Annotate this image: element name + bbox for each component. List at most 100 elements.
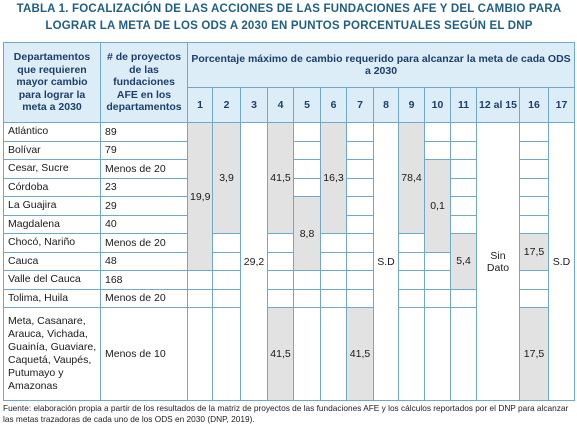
- empty-cell: [519, 270, 549, 290]
- value-cell: 17,5: [519, 233, 549, 271]
- value-cell: 41,5: [346, 307, 374, 401]
- empty-cell: [519, 214, 549, 234]
- department: Cauca: [3, 251, 101, 271]
- projects: 29: [100, 196, 188, 216]
- value-cell: 0,1: [424, 159, 451, 253]
- projects: Menos de 20: [100, 233, 188, 253]
- empty-cell: [398, 270, 425, 290]
- empty-cell: [346, 177, 374, 197]
- empty-cell: [212, 270, 241, 290]
- empty-cell: [398, 307, 425, 401]
- table-row: Cauca 48: [3, 251, 575, 271]
- projects: 23: [100, 177, 188, 197]
- empty-cell: [519, 122, 549, 142]
- column-header: 9: [398, 87, 425, 123]
- column-header: 3: [240, 87, 268, 123]
- empty-cell: [293, 122, 321, 142]
- department: Valle del Cauca: [3, 270, 101, 290]
- empty-cell: [398, 233, 425, 253]
- empty-cell: [519, 159, 549, 179]
- empty-cell: [346, 270, 374, 290]
- projects: Menos de 20: [100, 159, 188, 179]
- table-row: Córdoba 23: [3, 177, 575, 197]
- empty-cell: [293, 270, 321, 290]
- projects: 168: [100, 270, 188, 290]
- table-row: La Guajira 29 8,8: [3, 196, 575, 271]
- empty-cell: [212, 233, 241, 253]
- department: La Guajira: [3, 196, 101, 216]
- empty-cell: [212, 307, 241, 401]
- table-row: Atlántico 89 19,9 3,9 29,2 41,5 16,3 S.D 78,4 Sin…: [3, 122, 576, 401]
- department: Córdoba: [3, 177, 101, 197]
- empty-cell: [450, 140, 477, 160]
- empty-cell: [267, 251, 294, 271]
- value-cell: Sin Dato: [476, 122, 520, 401]
- column-header: 1: [187, 87, 213, 123]
- empty-cell: [267, 270, 294, 290]
- department: Magdalena: [3, 214, 101, 234]
- empty-cell: [424, 270, 451, 290]
- column-header: 5: [293, 87, 321, 123]
- empty-cell: [293, 307, 321, 401]
- value-cell: 3,9: [212, 122, 241, 234]
- empty-cell: [450, 214, 477, 234]
- empty-cell: [320, 251, 347, 271]
- column-header: 8: [373, 87, 399, 123]
- value-cell: S.D: [547, 122, 576, 401]
- table-row: Bolívar 79: [3, 140, 575, 160]
- value-cell: 41,5: [267, 122, 294, 234]
- empty-cell: [450, 159, 477, 179]
- column-header: 2: [212, 87, 241, 123]
- empty-cell: [424, 140, 451, 160]
- empty-cell: [346, 122, 374, 142]
- empty-cell: [293, 177, 321, 197]
- table-row: Tolima, Huila Menos de 20: [3, 288, 575, 308]
- empty-cell: [519, 288, 549, 308]
- empty-cell: [293, 288, 321, 308]
- value-cell: S.D: [373, 122, 399, 401]
- header-group: Porcentaje máximo de cambio requerido pa…: [186, 42, 576, 88]
- department: Bolívar: [3, 140, 101, 160]
- department: Atlántico: [3, 122, 101, 142]
- table-title: TABLA 1. FOCALIZACIÓN DE LAS ACCIONES DE…: [16, 3, 562, 32]
- empty-cell: [519, 196, 549, 216]
- data-table: Departamentos que requieren mayor cambio…: [3, 42, 576, 401]
- empty-cell: [320, 270, 347, 290]
- empty-cell: [450, 307, 477, 401]
- empty-cell: [398, 251, 425, 271]
- empty-cell: [346, 288, 374, 308]
- empty-cell: [293, 159, 321, 179]
- header-department: Departamentos que requieren mayor cambio…: [3, 42, 101, 123]
- empty-cell: [450, 122, 477, 142]
- column-header: 12 al 15: [476, 87, 520, 123]
- empty-cell: [424, 288, 451, 308]
- value-cell: 17,5: [519, 307, 549, 401]
- column-header: 4: [267, 87, 294, 123]
- column-header: 16: [519, 87, 549, 123]
- empty-cell: [424, 122, 451, 142]
- empty-cell: [346, 140, 374, 160]
- projects: 89: [100, 122, 188, 142]
- source-note: Fuente: elaboración propia a partir de l…: [3, 403, 569, 424]
- empty-cell: [450, 288, 477, 308]
- empty-cell: [212, 288, 241, 308]
- value-cell: 19,9: [187, 122, 213, 271]
- empty-cell: [424, 307, 451, 401]
- empty-cell: [346, 159, 374, 179]
- empty-cell: [320, 288, 347, 308]
- column-header: 6: [320, 87, 347, 123]
- empty-cell: [398, 288, 425, 308]
- table-row: Meta, Casanare, Arauca, Vichada, Guainía…: [3, 307, 575, 401]
- empty-cell: [187, 288, 213, 308]
- projects: Menos de 10: [100, 307, 188, 401]
- table-row: Valle del Cauca 168: [3, 270, 575, 290]
- value-cell: 78,4: [398, 122, 425, 234]
- department: Meta, Casanare, Arauca, Vichada, Guainía…: [3, 307, 101, 401]
- department: Cesar, Sucre: [3, 159, 101, 179]
- value-cell: 8,8: [293, 196, 321, 271]
- empty-cell: [187, 270, 213, 290]
- projects: 79: [100, 140, 188, 160]
- empty-cell: [346, 251, 374, 271]
- table-row: Cesar, Sucre Menos de 20 0,1: [3, 159, 575, 253]
